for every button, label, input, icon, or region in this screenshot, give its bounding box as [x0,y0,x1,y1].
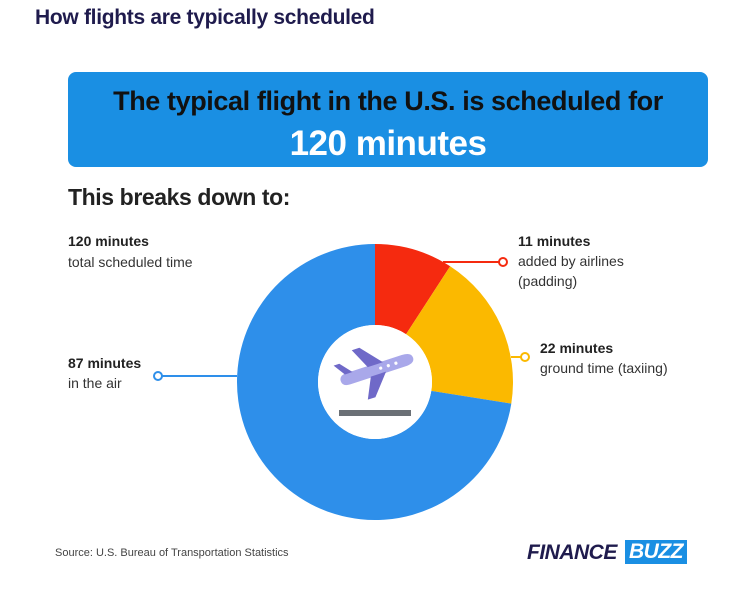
category-label: in the air [68,375,122,391]
banner [68,72,708,167]
title: How flights are typically scheduled [35,6,375,29]
logo: BUZZ [625,540,687,564]
headline: The typical flight in the U.S. is schedu… [113,86,663,116]
logo: FINANCE [527,541,617,564]
connector-dot [520,352,530,362]
source: Source: U.S. Bureau of Transportation St… [55,547,289,559]
donut-slice [237,244,512,520]
plane-icon [333,347,414,400]
category-label: ground time (taxiing) [540,360,668,376]
headline-value: 120 minutes [289,124,487,163]
donut-slice [375,244,451,335]
donut-slice [406,266,514,404]
value-label: 22 minutes [540,340,614,356]
value-label: 11 minutes [518,233,591,249]
connector-dot [153,371,163,381]
total-label: 120 minutes [68,233,149,249]
value-label: 87 minutes [68,355,142,371]
subtitle: This breaks down to: [68,184,291,210]
runway [339,410,411,416]
category-label: added by airlines (padding) [518,253,624,289]
total-caption: total scheduled time [68,254,193,270]
connector-dot [498,257,508,267]
